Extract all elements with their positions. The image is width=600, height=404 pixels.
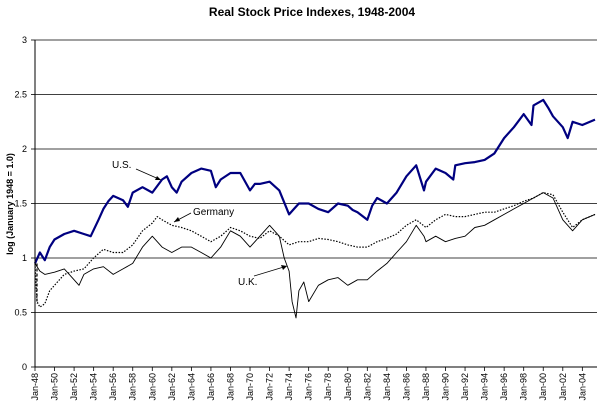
x-tick-label: Jan-70 [245,373,255,401]
chart-title: Real Stock Price Indexes, 1948-2004 [209,5,415,19]
x-tick-label: Jan-62 [167,373,177,401]
y-tick-label: 2.5 [14,90,27,100]
y-tick-label: 1 [22,253,27,263]
series-lines [33,98,596,319]
x-tick-label: Jan-56 [108,373,118,401]
x-tick-label: Jan-98 [519,373,529,401]
x-tick-label: Jan-74 [284,373,294,401]
annotation-germany: Germany [193,207,234,218]
x-tick-label: Jan-64 [186,373,196,401]
annotation-us-arrowhead [155,176,161,180]
x-tick-label: Jan-80 [343,373,353,401]
y-axis-label: log (January 1948 = 1.0) [5,153,15,255]
x-tick-label: Jan-48 [30,373,40,401]
x-tick-label: Jan-04 [577,373,587,401]
x-tick-label: Jan-50 [50,373,60,401]
x-tick-label: Jan-58 [128,373,138,401]
x-tick-label: Jan-68 [225,373,235,401]
x-tick-label: Jan-72 [265,373,275,401]
annotation-uk-arrowhead [281,265,287,270]
x-tick-label: Jan-54 [89,373,99,401]
x-tick-labels: Jan-48 Jan-50 Jan-52 Jan-54 Jan-56 Jan-58 Jan-… [30,373,587,401]
x-tick-label: Jan-02 [558,373,568,401]
y-tick-label: 0 [22,362,27,372]
x-tick-label: Jan-60 [147,373,157,401]
y-tick-label: 3 [22,35,27,45]
x-tick-label: Jan-52 [69,373,79,401]
series-line-germany [34,192,596,308]
series-line-uk [34,192,596,319]
x-tick-label: Jan-00 [538,373,548,401]
y-tick-labels: 0 0.5 1 1.5 2 2.5 3 [14,35,27,372]
x-tick-label: Jan-96 [499,373,509,401]
x-tick-label: Jan-86 [401,373,411,401]
y-tick-label: 0.5 [14,308,27,318]
plot-frame [34,40,597,368]
series-line-us [33,98,596,264]
x-tick-label: Jan-76 [304,373,314,401]
x-tick-label: Jan-78 [323,373,333,401]
x-tick-label: Jan-94 [480,373,490,401]
annotation-uk-arrow [253,265,288,277]
x-tick-label: Jan-90 [441,373,451,401]
annotation-uk: U.K. [238,277,257,288]
x-tick-label: Jan-84 [382,373,392,401]
x-tick-label: Jan-88 [421,373,431,401]
annotations: U.S. Germany U.K. [112,160,288,288]
y-tick-label: 2 [22,144,27,154]
y-tick-label: 1.5 [14,199,27,209]
x-tick-label: Jan-66 [206,373,216,401]
x-tick-label: Jan-82 [362,373,372,401]
annotation-us: U.S. [112,160,131,171]
annotation-germany-arrowhead [174,217,180,222]
x-tick-label: Jan-92 [460,373,470,401]
